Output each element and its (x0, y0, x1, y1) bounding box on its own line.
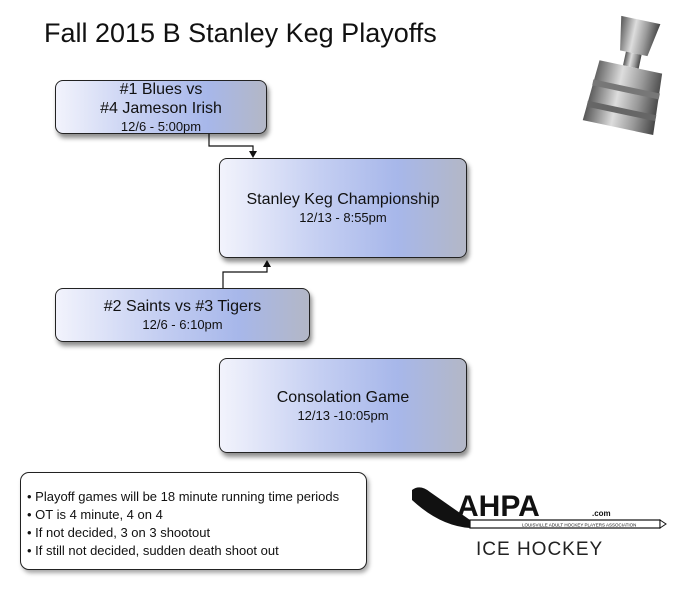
svg-text:AHPA: AHPA (457, 490, 540, 523)
svg-text:.com: .com (592, 509, 611, 518)
game-blues-vs-jameson: #1 Blues vs #4 Jameson Irish 12/6 - 5:00… (55, 80, 267, 134)
game-consolation: Consolation Game 12/13 -10:05pm (219, 358, 467, 453)
game-teams: #1 Blues vs (119, 80, 203, 98)
game-time: 12/6 - 5:00pm (120, 118, 202, 134)
arrow-up-icon (263, 260, 271, 267)
game-teams: #4 Jameson Irish (100, 99, 222, 117)
game-time: 12/13 -10:05pm (297, 407, 389, 423)
game-title: Stanley Keg Championship (246, 191, 440, 208)
game-time: 12/6 - 6:10pm (142, 317, 223, 332)
arrow-down-icon (249, 151, 257, 158)
connector-game1-to-final (208, 134, 254, 152)
note-item: • If not decided, 3 on 3 shootout (27, 525, 211, 540)
note-item: • If still not decided, sudden death sho… (27, 543, 279, 558)
note-item: • OT is 4 minute, 4 on 4 (27, 507, 163, 522)
svg-text:LOUISVILLE ADULT HOCKEY PLAYER: LOUISVILLE ADULT HOCKEY PLAYERS ASSOCIAT… (522, 523, 636, 528)
note-item: • Playoff games will be 18 minute runnin… (27, 489, 340, 504)
game-title: Consolation Game (276, 388, 410, 406)
ahpa-logo: AHPA .com LOUISVILLE ADULT HOCKEY PLAYER… (412, 487, 667, 529)
game-teams: #2 Saints vs #3 Tigers (103, 298, 262, 315)
game-championship: Stanley Keg Championship 12/13 - 8:55pm (219, 158, 467, 258)
connector-game2-to-final (222, 266, 268, 288)
trophy-icon (582, 15, 663, 136)
rules-notes: • Playoff games will be 18 minute runnin… (20, 472, 367, 570)
logo-subtitle: ICE HOCKEY (476, 539, 604, 560)
game-saints-vs-tigers: #2 Saints vs #3 Tigers 12/6 - 6:10pm (55, 288, 310, 342)
page-title: Fall 2015 B Stanley Keg Playoffs (44, 18, 437, 48)
game-time: 12/13 - 8:55pm (299, 210, 387, 225)
